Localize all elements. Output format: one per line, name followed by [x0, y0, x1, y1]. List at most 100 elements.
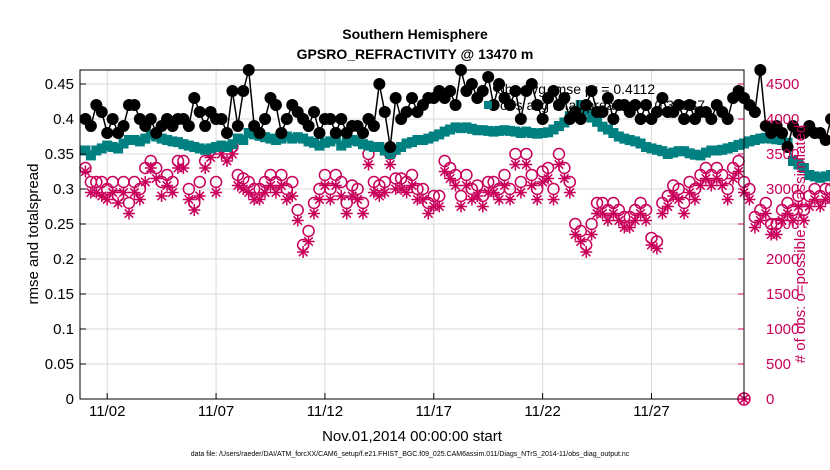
spread-marker — [134, 136, 145, 147]
spread-marker — [728, 142, 739, 152]
spread-marker — [260, 132, 271, 143]
spread-marker — [804, 170, 815, 180]
obs-assimilated-marker — [422, 207, 435, 220]
rmse-marker — [367, 120, 380, 132]
rmse-marker — [280, 113, 293, 125]
obs-assimilated-marker — [732, 165, 745, 178]
rmse-marker — [754, 64, 767, 76]
obs-assimilated-marker — [781, 207, 794, 220]
spread-marker — [221, 142, 232, 152]
obs-assimilated-marker — [188, 204, 201, 216]
rmse-marker — [650, 106, 663, 118]
obs-assimilated-marker — [117, 186, 130, 199]
rmse-marker — [182, 120, 195, 132]
spread-marker — [651, 144, 662, 155]
spread-marker — [586, 112, 597, 123]
chart-title: Southern Hemisphere — [342, 26, 488, 42]
obs-assimilated-marker — [455, 200, 467, 213]
y2-tick-label: 2500 — [766, 216, 799, 233]
rmse-marker — [476, 85, 489, 97]
rmse-marker — [825, 113, 830, 125]
legend-marker-spread — [484, 101, 492, 109]
spread-marker — [162, 135, 173, 145]
obs-assimilated-marker — [406, 179, 418, 192]
obs-assimilated-marker — [699, 172, 712, 185]
obs-assimilated-marker — [155, 190, 168, 202]
spread-marker — [711, 145, 722, 156]
spread-marker — [787, 156, 798, 166]
rmse-marker — [231, 120, 244, 132]
spread-marker — [102, 140, 113, 151]
footer-datafile: data file: /Users/raeder/DAI/ATM_forcXX/… — [191, 451, 630, 458]
spread-marker — [385, 149, 396, 159]
rmse-marker — [601, 92, 614, 104]
y2-tick-label: 1500 — [766, 286, 799, 303]
obs-assimilated-marker — [629, 214, 642, 227]
spread-marker — [123, 135, 134, 145]
rmse-marker — [335, 113, 348, 125]
obs-assimilated-marker — [308, 207, 320, 220]
obs-possible-marker — [824, 182, 830, 196]
spread-marker — [178, 139, 189, 150]
rmse-marker — [324, 113, 337, 125]
spread-marker — [461, 122, 472, 133]
obs-assimilated-marker — [759, 207, 772, 220]
spread-marker — [200, 144, 211, 155]
obs-assimilated-marker — [275, 179, 288, 192]
y2-axis-ticks: 0 500 1000 1500 2000 2500 3000 3500 4000 4500 — [738, 76, 799, 408]
obs-assimilated-marker — [280, 193, 293, 206]
y2-tick-label: 3500 — [766, 146, 799, 163]
spread-marker — [379, 145, 390, 156]
obs-possible-marker — [106, 175, 119, 189]
spread-marker — [281, 131, 292, 142]
obs-assimilated-marker — [694, 179, 707, 192]
rmse-marker — [106, 113, 119, 125]
spread-marker — [374, 142, 385, 152]
spread-marker — [777, 135, 788, 145]
obs-possible-marker — [634, 196, 647, 210]
x-tick-label: 11/07 — [198, 403, 234, 420]
obs-assimilated-marker — [487, 186, 500, 199]
spread-marker — [706, 145, 717, 156]
spread-marker — [760, 132, 771, 143]
obs-assimilated-marker — [689, 193, 701, 206]
spread-marker — [826, 170, 830, 180]
obs-possible-marker — [683, 175, 696, 189]
rmse-marker — [705, 113, 718, 125]
obs-assimilated-marker — [569, 228, 582, 241]
y-tick-label: 0.3 — [53, 181, 74, 198]
obs-assimilated-marker — [727, 172, 740, 185]
spread-marker — [445, 124, 456, 135]
rmse-marker — [656, 92, 669, 104]
obs-assimilated-marker — [90, 186, 103, 199]
x-tick-label: 11/02 — [89, 403, 125, 420]
spread-marker — [662, 149, 673, 159]
spread-marker — [602, 124, 613, 135]
obs-assimilated-marker — [596, 207, 609, 220]
obs-possible-marker — [340, 196, 353, 210]
spread-marker — [216, 140, 227, 151]
y-tick-label: 0.05 — [45, 356, 74, 373]
rmse-marker — [389, 92, 402, 104]
rmse-marker — [378, 106, 391, 118]
spread-marker — [407, 137, 417, 148]
obs-assimilated-marker — [346, 190, 359, 202]
obs-assimilated-marker — [264, 179, 277, 192]
spread-marker — [118, 138, 129, 149]
obs-possible-marker — [514, 175, 528, 189]
rmse-marker — [748, 106, 761, 118]
obs-assimilated-marker — [553, 158, 565, 171]
obs-assimilated-marker — [716, 179, 729, 192]
legend: obs avg rmse pr = 0.4112 obs avg totalsp… — [484, 81, 705, 113]
rmse-marker — [308, 106, 321, 118]
obs-assimilated-marker — [667, 190, 680, 202]
obs-possible-marker — [291, 203, 304, 217]
rmse-marker — [672, 99, 685, 111]
spread-marker — [532, 128, 543, 139]
spread-marker — [205, 143, 216, 154]
spread-marker — [368, 142, 379, 152]
spread-marker — [755, 133, 766, 144]
rmse-marker — [678, 113, 691, 125]
rmse-marker — [406, 92, 418, 104]
rmse-marker — [128, 99, 141, 111]
